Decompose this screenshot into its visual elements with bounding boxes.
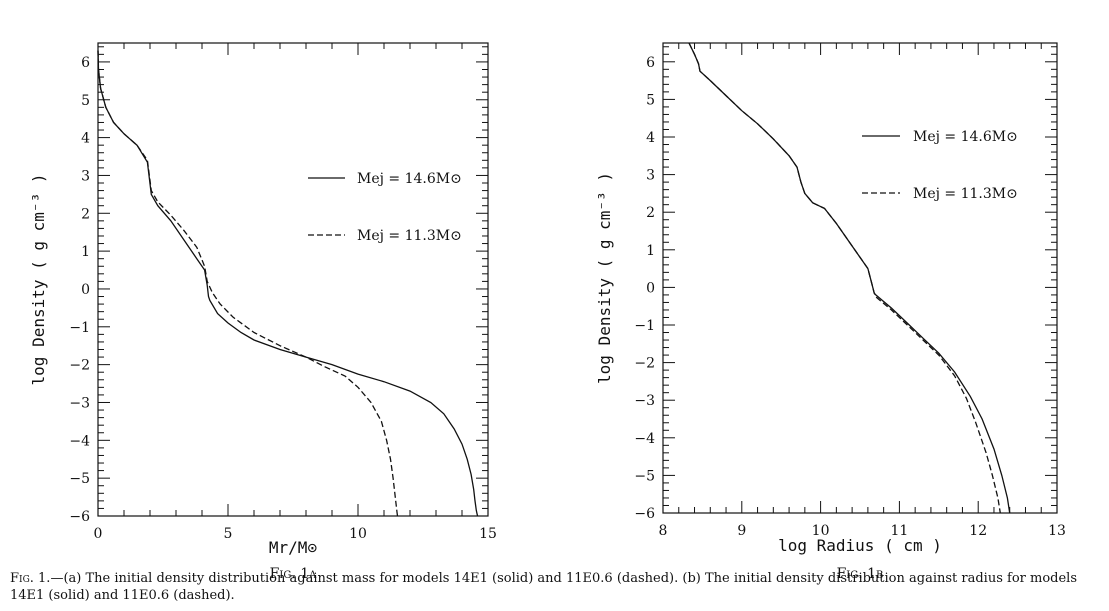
y-tick-label: 4 (81, 131, 90, 147)
y-tick-label: 4 (646, 130, 655, 146)
y-tick-label: −2 (69, 358, 90, 374)
y-tick-label: −5 (69, 471, 90, 487)
y-tick-label: −3 (634, 393, 655, 409)
series-line-dashed (688, 42, 1001, 514)
x-tick-label: 13 (1048, 523, 1066, 539)
y-tick-label: −1 (69, 320, 90, 336)
y-tick-label: 6 (646, 55, 655, 71)
caption-text: —(a) The initial density distribution ag… (10, 571, 1077, 603)
y-tick-label: −5 (634, 468, 655, 484)
y-axis-label: log Density ( g cm⁻³ ) (595, 172, 614, 384)
x-tick-label: 10 (349, 526, 367, 542)
plot-frame (97, 42, 489, 517)
x-tick-label: 11 (890, 523, 908, 539)
y-axis-label: log Density ( g cm⁻³ ) (29, 174, 48, 386)
plot-frame (662, 42, 1058, 514)
y-tick-label: −4 (69, 433, 90, 449)
x-tick-label: 0 (94, 526, 103, 542)
y-tick-label: 3 (81, 168, 90, 184)
y-tick-label: 5 (81, 93, 90, 109)
series-line-solid (97, 50, 479, 517)
y-tick-label: 5 (646, 92, 655, 108)
y-tick-label: 3 (646, 168, 655, 184)
panel-figure-label: Fig. 1b (837, 566, 884, 582)
y-tick-label: −2 (634, 356, 655, 372)
y-tick-label: −6 (69, 509, 90, 525)
figure-caption: Fig. 1.—(a) The initial density distribu… (10, 570, 1100, 604)
legend-label: Mej = 14.6M⊙ (913, 129, 1018, 145)
caption-prefix: Fig. 1. (10, 571, 51, 586)
x-axis-label: log Radius ( cm ) (778, 536, 942, 555)
y-tick-label: −3 (69, 395, 90, 411)
x-axis-label: Mr/M⊙ (269, 538, 318, 557)
y-tick-label: −6 (634, 506, 655, 522)
x-tick-label: 10 (812, 523, 830, 539)
y-tick-label: 0 (646, 280, 655, 296)
x-tick-label: 5 (224, 526, 233, 542)
y-tick-label: 2 (81, 206, 90, 222)
y-tick-label: −1 (634, 318, 655, 334)
legend-label: Mej = 11.3M⊙ (913, 186, 1018, 202)
y-tick-label: −4 (634, 431, 655, 447)
panel-figure-label: Fig. 1a (270, 566, 317, 582)
panel-a: −6 −5 −4 −3 −2 −1 0 1 2 3 4 5 6 0 5 10 15 Mr/M⊙ log Densit… (29, 42, 497, 582)
y-tick-label: 1 (646, 243, 655, 259)
series-line-dashed (97, 50, 399, 517)
x-tick-label: 8 (659, 523, 668, 539)
x-tick-label: 9 (737, 523, 746, 539)
legend-label: Mej = 11.3M⊙ (357, 228, 462, 244)
y-tick-label: 0 (81, 282, 90, 298)
legend-label: Mej = 14.6M⊙ (357, 171, 462, 187)
y-tick-label: 2 (646, 205, 655, 221)
y-tick-label: 6 (81, 55, 90, 71)
x-tick-label: 15 (479, 526, 497, 542)
y-tick-label: 1 (81, 244, 90, 260)
x-tick-label: 12 (969, 523, 987, 539)
series-line-solid (688, 42, 1011, 514)
